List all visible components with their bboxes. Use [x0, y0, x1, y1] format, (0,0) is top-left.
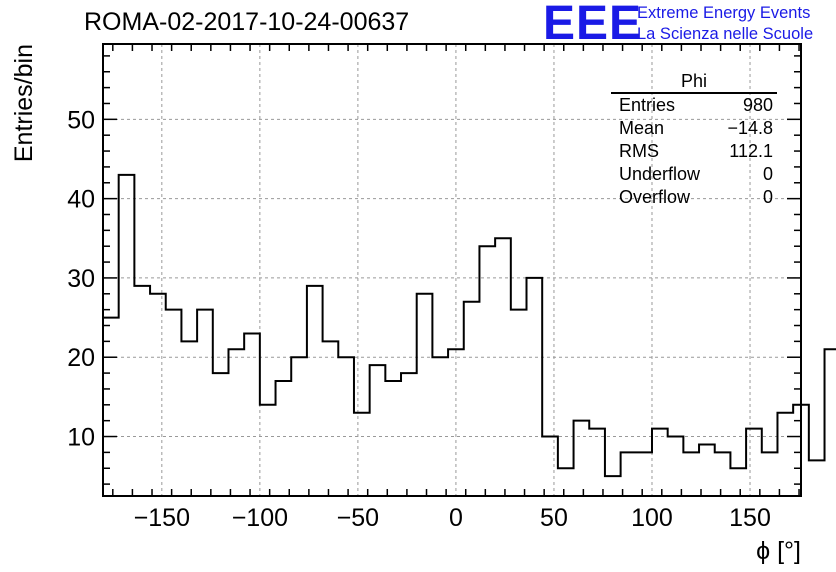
plot-frame	[102, 43, 802, 497]
histogram-bin	[495, 238, 511, 496]
histogram-bin	[683, 452, 699, 496]
histogram-bin	[542, 437, 558, 496]
stat-label: Mean	[619, 118, 665, 138]
chart-title: ROMA-02-2017-10-24-00637	[84, 8, 410, 36]
stat-value: 980	[742, 95, 773, 115]
histogram-bin	[652, 429, 668, 496]
histogram-bin	[699, 444, 715, 496]
x-tick-label: −100	[232, 504, 288, 532]
histogram-bin	[307, 286, 323, 496]
histogram-bin	[746, 429, 762, 496]
histogram-bin	[527, 278, 543, 496]
histogram-bin	[511, 310, 527, 496]
histogram-bin	[730, 468, 746, 496]
x-tick-label: 0	[449, 504, 463, 532]
stat-label: Overflow	[619, 187, 691, 207]
stat-row-overflow: Overflow 0	[611, 186, 777, 209]
eee-logo: EEE	[543, 0, 643, 50]
y-tick-label: 50	[67, 106, 95, 134]
histogram-bin	[228, 349, 244, 496]
histogram-bin	[432, 357, 448, 496]
stat-value: 0	[762, 164, 773, 184]
y-tick-label: 40	[67, 186, 95, 214]
histogram-bin	[119, 175, 135, 496]
y-tick-label: 10	[67, 424, 95, 452]
histogram-bin	[777, 413, 793, 496]
histogram-bin	[166, 310, 182, 496]
histogram-bin	[276, 381, 292, 496]
histogram-bin	[134, 286, 150, 496]
histogram-bin	[213, 373, 229, 496]
histogram-bin	[338, 357, 354, 496]
histogram-bin	[103, 318, 119, 496]
histogram-bin	[589, 429, 605, 496]
histogram-bin	[762, 452, 778, 496]
histogram-bin	[291, 357, 307, 496]
y-axis-label: Entries/bin	[10, 44, 38, 162]
histogram-bin	[401, 373, 417, 496]
histogram-bin	[417, 294, 433, 496]
histogram-bin	[323, 341, 339, 496]
histogram-bin	[244, 333, 260, 496]
histogram-bin	[825, 349, 836, 496]
histogram-bin	[715, 452, 731, 496]
histogram-bin	[668, 437, 684, 496]
stat-row-underflow: Underflow 0	[611, 163, 777, 186]
histogram-series-line	[103, 173, 836, 478]
logo-line-1: Extreme Energy Events	[637, 4, 811, 22]
x-tick-label: 100	[631, 504, 673, 532]
histogram-bin	[260, 405, 276, 496]
histogram-bin	[574, 421, 590, 496]
stat-value: 112.1	[729, 141, 773, 161]
x-tick-label: 150	[729, 504, 771, 532]
x-tick-label: 50	[540, 504, 568, 532]
histogram-bin	[636, 452, 652, 496]
stat-label: Entries	[619, 95, 676, 115]
histogram-bin	[385, 381, 401, 496]
stat-value: −14.8	[727, 118, 773, 138]
histogram-bin	[370, 365, 386, 496]
histogram-bin	[464, 302, 480, 496]
histogram-bin	[448, 349, 464, 496]
stats-title: Phi	[611, 70, 777, 94]
histogram-bin	[605, 476, 621, 496]
stats-box: Phi Entries 980 Mean −14.8 RMS 112.1 Und…	[611, 70, 777, 209]
x-axis-label: ϕ [°]	[756, 537, 801, 565]
y-tick-label: 20	[67, 344, 95, 372]
histogram-bin	[197, 310, 213, 496]
stat-value: 0	[762, 187, 773, 207]
x-tick-label: −50	[337, 504, 379, 532]
stat-row-rms: RMS 112.1	[611, 140, 777, 163]
stat-row-mean: Mean −14.8	[611, 117, 777, 140]
stat-label: Underflow	[619, 164, 701, 184]
stat-label: RMS	[619, 141, 659, 161]
histogram-bin	[354, 413, 370, 496]
x-tick-label: −150	[134, 504, 190, 532]
logo-line-2: La Scienza nelle Scuole	[637, 25, 814, 43]
histogram-bin	[150, 294, 166, 496]
histogram-bin	[558, 468, 574, 496]
stat-row-entries: Entries 980	[611, 94, 777, 117]
y-tick-label: 30	[67, 265, 95, 293]
histogram-bin	[809, 460, 825, 496]
histogram-bin	[479, 246, 495, 496]
histogram-bin	[181, 341, 197, 496]
